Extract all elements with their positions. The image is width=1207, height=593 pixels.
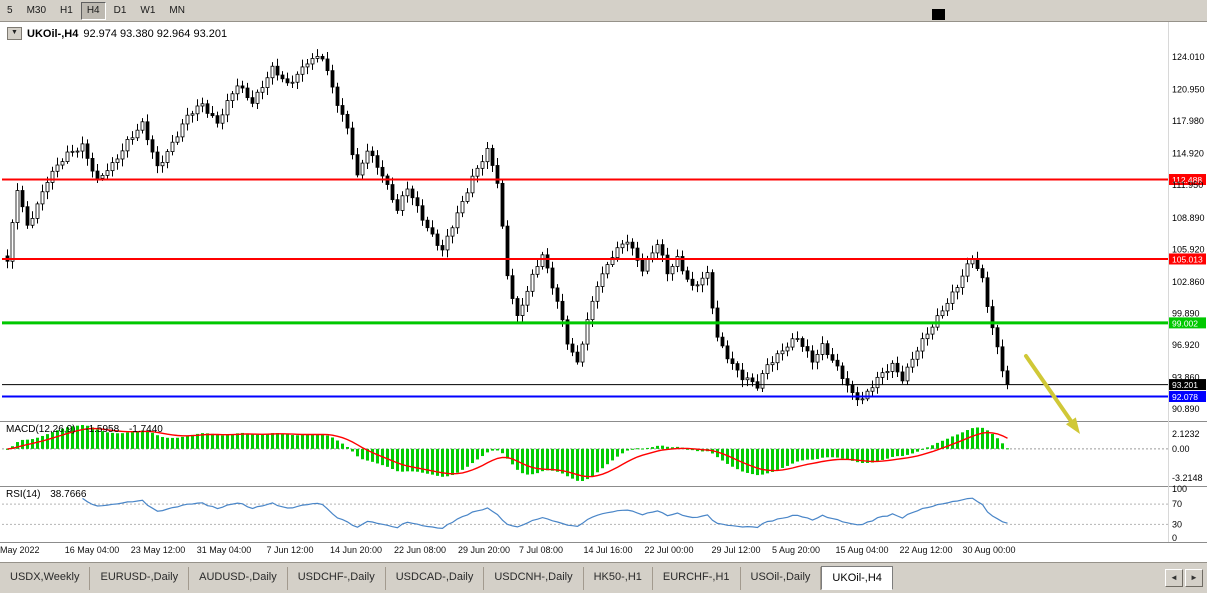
svg-text:117.980: 117.980 (1172, 116, 1204, 126)
chart-shift-marker[interactable] (932, 9, 945, 20)
svg-text:108.890: 108.890 (1172, 213, 1205, 223)
tab-eurchf-h1[interactable]: EURCHF-,H1 (653, 567, 741, 590)
svg-text:99.890: 99.890 (1172, 308, 1200, 318)
timeframe-button-h1[interactable]: H1 (60, 4, 73, 16)
svg-text:114.920: 114.920 (1172, 149, 1204, 159)
tab-usdx-weekly[interactable]: USDX,Weekly (0, 567, 91, 590)
trend-arrow-annotation[interactable] (1024, 354, 1080, 434)
svg-text:14 Jul 16:00: 14 Jul 16:00 (583, 545, 632, 555)
svg-text:90.890: 90.890 (1172, 404, 1200, 414)
timeframe-button-w1[interactable]: W1 (140, 4, 156, 16)
price-level-badge (1169, 174, 1206, 186)
tab-usoil-daily[interactable]: USOil-,Daily (741, 567, 822, 590)
svg-text:-3.2148: -3.2148 (1172, 473, 1203, 483)
svg-text:102.860: 102.860 (1172, 277, 1205, 287)
chart-tabs: USDX,Weekly EURUSD-,Daily AUDUSD-,Daily USD… (0, 566, 893, 590)
macd-signal-line (7, 427, 1008, 478)
chart-dropdown-icon[interactable]: ▼ (7, 27, 22, 40)
timeframe-button-h4[interactable]: H4 (80, 1, 106, 20)
rsi-value: 38.7666 (50, 489, 87, 500)
timeframe-button-m30[interactable]: M30 (26, 4, 47, 16)
svg-text:0: 0 (1172, 533, 1177, 543)
svg-text:6 May 2022: 6 May 2022 (0, 545, 40, 555)
current-price-badge (1169, 379, 1206, 391)
svg-text:120.950: 120.950 (1172, 85, 1205, 95)
tabs-scroll-left-button[interactable]: ◄ (1165, 569, 1183, 587)
tab-usdcad-daily[interactable]: USDCAD-,Daily (386, 567, 485, 590)
tab-usdchf-daily[interactable]: USDCHF-,Daily (288, 567, 386, 590)
svg-text:29 Jun 20:00: 29 Jun 20:00 (458, 545, 510, 555)
svg-text:23 May 12:00: 23 May 12:00 (131, 545, 186, 555)
timeframe-button-mn[interactable]: MN (169, 4, 185, 16)
svg-text:22 Aug 12:00: 22 Aug 12:00 (899, 545, 952, 555)
svg-text:7 Jun 12:00: 7 Jun 12:00 (266, 545, 313, 555)
macd-histogram (6, 425, 1009, 481)
tab-navigation: ◄ ► (1165, 563, 1207, 587)
tab-ukoil-h4[interactable]: UKOil-,H4 (821, 566, 893, 590)
svg-text:111.950: 111.950 (1172, 180, 1203, 190)
svg-text:29 Jul 12:00: 29 Jul 12:00 (711, 545, 760, 555)
svg-text:2.1232: 2.1232 (1172, 429, 1200, 439)
svg-text:100: 100 (1172, 484, 1187, 494)
chart-ohlc-values: 92.974 93.380 92.964 93.201 (83, 27, 228, 40)
svg-text:14 Jun 20:00: 14 Jun 20:00 (330, 545, 382, 555)
svg-text:105.013: 105.013 (1172, 254, 1203, 264)
svg-text:0.00: 0.00 (1172, 444, 1190, 454)
chart-symbol-period: UKOil-,H4 (27, 27, 79, 40)
chart-area (0, 22, 1207, 562)
price-level-badge (1169, 253, 1206, 265)
tab-audusd-daily[interactable]: AUDUSD-,Daily (189, 567, 288, 590)
timeframe-toolbar: 5 M30 H1 H4 D1 W1 MN (0, 0, 1207, 22)
chart-tab-bar: USDX,Weekly EURUSD-,Daily AUDUSD-,Daily USD… (0, 562, 1207, 593)
timeframe-button-5[interactable]: 5 (7, 4, 13, 16)
svg-text:93.860: 93.860 (1172, 373, 1200, 383)
svg-text:124.010: 124.010 (1172, 52, 1205, 62)
svg-text:16 May 04:00: 16 May 04:00 (65, 545, 120, 555)
level-lines-layer: 112.488 105.013 99.002 92.078 93.201 (2, 174, 1206, 403)
price-scale: 124.010 120.950 117.980 114.920 111.950 108.8… (1172, 52, 1205, 414)
rsi-line (82, 497, 1008, 530)
tab-eurusd-daily[interactable]: EURUSD-,Daily (90, 567, 190, 590)
svg-text:105.920: 105.920 (1172, 244, 1205, 254)
timeframe-button-d1[interactable]: D1 (113, 4, 127, 16)
time-axis: 6 May 2022 16 May 04:00 23 May 12:00 31 May… (0, 545, 1016, 555)
macd-signal-value: -1.7440 (128, 424, 163, 435)
rsi-title: RSI(14) (6, 489, 41, 500)
price-level-badge (1169, 317, 1206, 329)
svg-text:5 Aug 20:00: 5 Aug 20:00 (772, 545, 820, 555)
svg-text:22 Jul 00:00: 22 Jul 00:00 (644, 545, 693, 555)
svg-text:15 Aug 04:00: 15 Aug 04:00 (835, 545, 888, 555)
timeframe-buttons: 5 M30 H1 H4 D1 W1 MN (0, 1, 191, 20)
rsi-panel-label: RSI(14) 38.7666 (6, 489, 86, 500)
svg-text:92.078: 92.078 (1172, 392, 1198, 402)
svg-text:112.488: 112.488 (1172, 175, 1202, 185)
svg-text:70: 70 (1172, 499, 1182, 509)
svg-text:30 Aug 00:00: 30 Aug 00:00 (962, 545, 1015, 555)
macd-title: MACD(12,26,9) (6, 424, 76, 435)
svg-text:93.201: 93.201 (1172, 380, 1198, 390)
svg-text:96.920: 96.920 (1172, 340, 1200, 350)
price-level-badge (1169, 391, 1206, 403)
chart-title: ▼ UKOil-,H4 92.974 93.380 92.964 93.201 (7, 27, 227, 40)
svg-text:31 May 04:00: 31 May 04:00 (197, 545, 252, 555)
macd-panel-label: MACD(12,26,9) -1.5958 -1.7440 (6, 424, 163, 435)
svg-text:30: 30 (1172, 519, 1182, 529)
candles-layer (5, 49, 1010, 406)
tabs-scroll-right-button[interactable]: ► (1185, 569, 1203, 587)
svg-text:22 Jun 08:00: 22 Jun 08:00 (394, 545, 446, 555)
tab-usdcnh-daily[interactable]: USDCNH-,Daily (484, 567, 584, 590)
tab-hk50-h1[interactable]: HK50-,H1 (584, 567, 653, 590)
svg-text:7 Jul 08:00: 7 Jul 08:00 (519, 545, 563, 555)
svg-text:99.002: 99.002 (1172, 318, 1198, 328)
macd-main-value: -1.5958 (85, 424, 120, 435)
